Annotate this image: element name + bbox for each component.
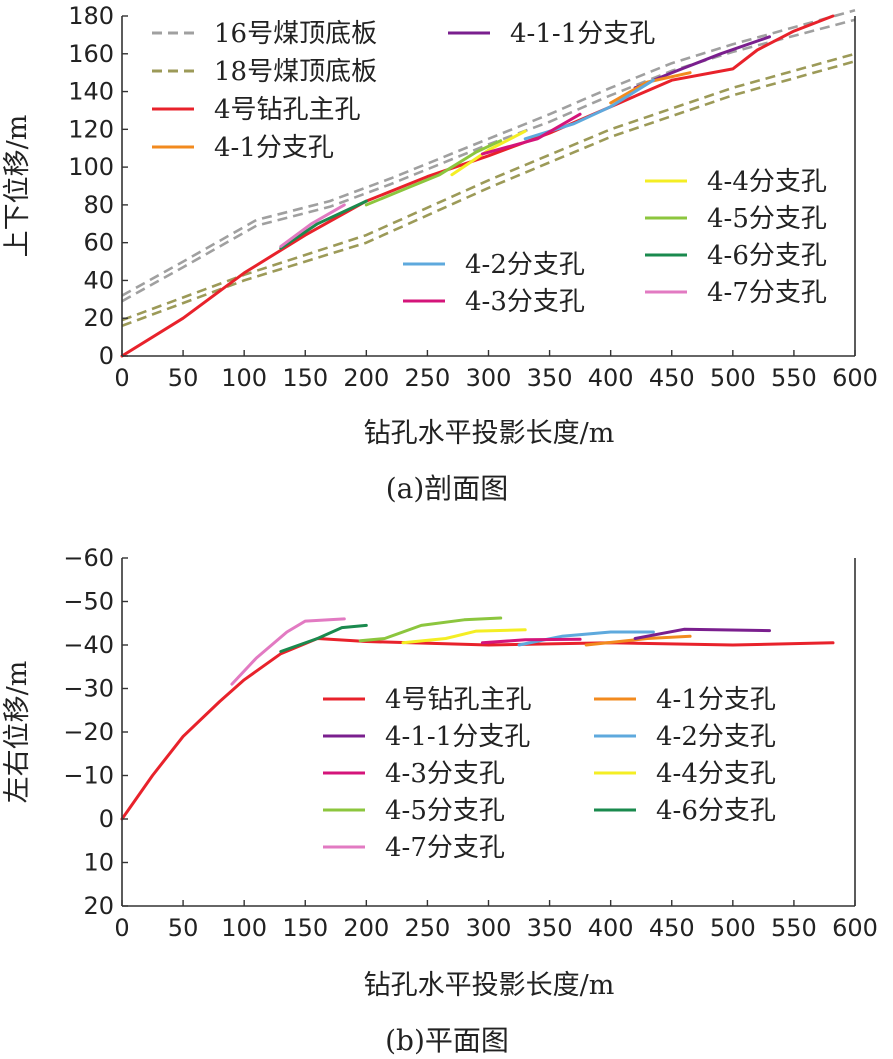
x-axis-label: 钻孔水平投影长度/m [364,970,615,1001]
x-tick-label: 0 [114,364,129,392]
x-tick-label: 400 [588,364,634,392]
legend-label-3: 4-1-1分支孔 [385,722,530,752]
x-tick-label: 250 [405,914,451,942]
chart-plan: 0 50 100 150 200 250 300 350 400 450 500 550 6002010… [2,544,878,1057]
legend-label-2: 4-1分支孔 [656,685,776,715]
x-tick-label: 300 [466,914,512,942]
series-line-8 [279,623,368,653]
x-tick-label: 100 [221,364,267,392]
y-tick-label: 20 [83,892,114,920]
x-tick-label: 200 [343,914,389,942]
y-tick-label: −30 [63,675,114,703]
series-layer [120,616,835,821]
x-tick-label: 450 [649,364,695,392]
legend-label-4: 4-1-1分支孔 [510,19,655,49]
y-tick-label: 120 [68,115,114,143]
legend: 16号煤顶底板 18号煤顶底板 4号钻孔主孔 4-1分支孔 4-1-1分支孔 4-2分支孔… [152,19,827,317]
legend-label-4: 4-2分支孔 [656,722,776,752]
y-tick-label: 10 [83,849,114,877]
series-line-1-2 [121,18,856,303]
tick-labels: 0 50 100 150 200 250 300 350 400 450 500 550 600 0 20 4… [68,2,878,392]
x-tick-label: 450 [649,914,695,942]
series-line-5 [609,71,692,105]
legend-label-7: 4-5分支孔 [385,796,505,826]
legend-label-8: 4-6分支孔 [656,796,776,826]
legend: 4号钻孔主孔 4-1-1分支孔 4-3分支孔 4-5分支孔 4-7分支孔 4-1分支孔 4-… [323,685,776,863]
series-line-11 [279,203,346,248]
y-tick-label: 40 [83,266,114,294]
x-tick-label: 150 [282,914,328,942]
y-tick-label: 0 [99,342,114,370]
legend-label-9: 4-7分支孔 [385,833,505,863]
legend-label-6: 4-4分支孔 [707,167,827,197]
series-line-2-1 [121,52,856,322]
x-tick-label: 500 [710,914,756,942]
y-tick-label: −60 [63,544,114,572]
y-axis-label: 左右位移/m [2,661,33,804]
series-line-10 [480,112,582,156]
y-tick-label: −10 [63,762,114,790]
x-tick-label: 500 [710,364,756,392]
legend-label-5: 4-1分支孔 [214,133,334,163]
legend-label-8: 4-2分支孔 [465,250,585,280]
y-tick-label: 80 [83,191,114,219]
y-tick-label: −40 [63,631,114,659]
series-line-1-1 [121,9,856,297]
legend-label-11: 4-7分支孔 [707,278,827,308]
legend-label-3: 4号钻孔主孔 [214,95,361,125]
axes-layer [121,15,856,357]
x-tick-label: 150 [282,364,328,392]
legend-label-5: 4-3分支孔 [385,759,505,789]
legend-label-6: 4-4分支孔 [656,759,776,789]
y-tick-label: 20 [83,304,114,332]
y-axis-label: 上下位移/m [2,115,33,258]
x-tick-label: 550 [771,914,817,942]
x-tick-label: 600 [832,914,878,942]
legend-label-2: 18号煤顶底板 [214,57,377,87]
y-tick-label: −20 [63,718,114,746]
y-tick-label: 60 [83,229,114,257]
series-line-2-2 [121,60,856,328]
x-tick-label: 100 [221,914,267,942]
legend-label-7: 4-5分支孔 [707,204,827,234]
series-line-3 [633,627,771,640]
x-tick-label: 350 [527,914,573,942]
legend-label-10: 4-3分支孔 [465,287,585,317]
x-tick-label: 50 [168,914,199,942]
series-line-6 [401,628,527,645]
x-tick-label: 250 [405,364,451,392]
x-tick-label: 550 [771,364,817,392]
x-tick-label: 600 [832,364,878,392]
series-line-5 [480,637,582,645]
x-tick-label: 300 [466,364,512,392]
y-tick-label: 100 [68,153,114,181]
series-line-6 [450,129,527,177]
legend-label-9: 4-6分支孔 [707,241,827,271]
series-line-7 [358,616,503,643]
series-layer [120,9,856,358]
caption-b: (b)平面图 [385,1024,509,1057]
y-tick-label: 0 [99,805,114,833]
legend-label-1: 4号钻孔主孔 [385,685,532,715]
y-tick-label: −50 [63,588,114,616]
caption-a: (a)剖面图 [386,472,509,505]
series-line-9 [279,199,368,250]
chart-profile: 0 50 100 150 200 250 300 350 400 450 500 550 600 0 20 4… [2,2,878,505]
axes-layer [121,557,856,907]
x-tick-label: 50 [168,364,199,392]
series-line-9 [230,617,346,686]
x-axis-label: 钻孔水平投影长度/m [364,418,615,449]
y-tick-label: 140 [68,78,114,106]
legend-label-1: 16号煤顶底板 [214,19,377,49]
x-tick-label: 200 [343,364,389,392]
x-tick-label: 350 [527,364,573,392]
y-tick-label: 180 [68,2,114,30]
y-tick-label: 160 [68,40,114,68]
x-tick-label: 0 [114,914,129,942]
x-tick-label: 400 [588,914,634,942]
tick-labels: 0 50 100 150 200 250 300 350 400 450 500 550 6002010… [63,544,878,942]
series-line-7 [364,139,503,207]
series-line-2 [584,634,692,647]
